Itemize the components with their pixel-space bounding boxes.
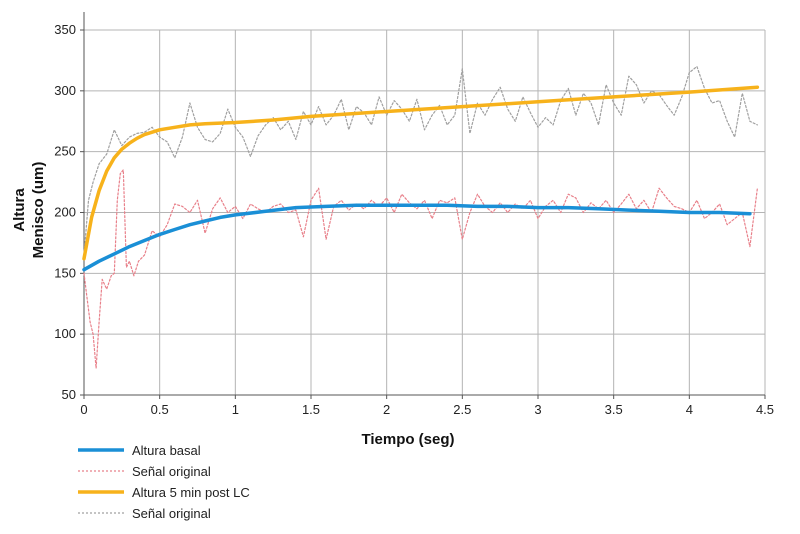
series-line-1	[82, 203, 752, 272]
legend-item-3: Altura 5 min post LC	[78, 485, 250, 500]
x-axis-title: Tiempo (seg)	[361, 431, 454, 448]
y-tick-label: 150	[54, 265, 76, 280]
tick-labels: 0 0.5 1 1.5 2 2.5 3 3.5 4 4.5 50 100 150 200 250 300 350	[54, 22, 774, 417]
x-tick-label: 0.5	[151, 402, 169, 417]
x-tick-label: 4	[686, 402, 693, 417]
legend: Altura basal Señal original Altura 5 min…	[78, 443, 250, 521]
y-tick-label: 50	[62, 387, 76, 402]
x-tick-label: 3.5	[605, 402, 623, 417]
y-tick-label: 300	[54, 83, 76, 98]
y-axis-title: Altura Menisco (um)	[11, 162, 47, 259]
series-line-2	[83, 169, 759, 369]
y-axis-title-line-1: Altura	[11, 188, 28, 232]
axes	[80, 12, 766, 399]
x-tick-label: 4.5	[756, 402, 774, 417]
grid	[84, 29, 766, 395]
series-layer	[82, 65, 760, 369]
y-tick-label: 200	[54, 205, 76, 220]
x-tick-label: 1.5	[302, 402, 320, 417]
legend-item-4: Señal original	[78, 506, 211, 521]
legend-label-3: Altura 5 min post LC	[132, 485, 250, 500]
y-tick-label: 100	[54, 326, 76, 341]
y-tick-label: 350	[54, 22, 76, 37]
series-line-4	[83, 65, 759, 256]
x-tick-label: 3	[534, 402, 541, 417]
legend-item-1: Altura basal	[78, 443, 201, 458]
legend-label-1: Altura basal	[132, 443, 201, 458]
x-tick-label: 1	[232, 402, 239, 417]
y-tick-label: 250	[54, 144, 76, 159]
legend-label-2: Señal original	[132, 464, 211, 479]
x-tick-label: 0	[80, 402, 87, 417]
y-axis-title-line-2: Menisco (um)	[30, 162, 47, 259]
legend-label-4: Señal original	[132, 506, 211, 521]
x-tick-label: 2	[383, 402, 390, 417]
x-tick-label: 2.5	[453, 402, 471, 417]
legend-item-2: Señal original	[78, 464, 211, 479]
series-line-3	[82, 85, 760, 261]
